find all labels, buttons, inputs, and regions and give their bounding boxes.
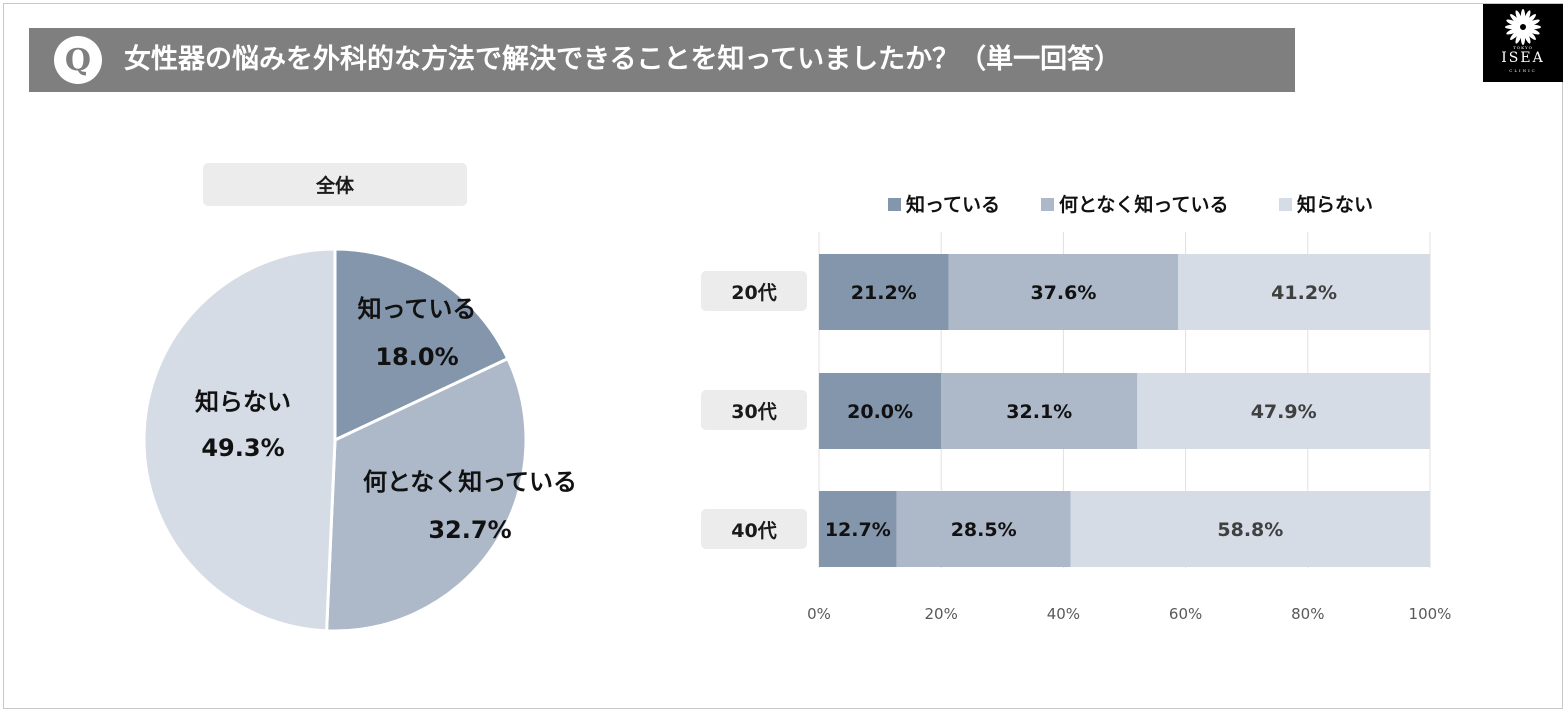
legend-item: 知らない — [1279, 193, 1373, 216]
legend-label: 何となく知っている — [1059, 193, 1228, 216]
logo-brand-text: ISEA — [1501, 50, 1545, 66]
x-tick-label: 20% — [925, 605, 958, 623]
bar-data-label: 37.6% — [1030, 282, 1096, 304]
pie-slice-label: 知らない — [195, 388, 291, 416]
logo-tokyo-text: TOKYO — [1513, 45, 1533, 50]
pie-slice — [325, 356, 528, 633]
bar-segment — [819, 491, 897, 567]
bar-data-label: 20.0% — [847, 401, 913, 423]
pie-slice-value: 18.0% — [375, 343, 458, 371]
x-tick-label: 80% — [1291, 605, 1324, 623]
pie-slice-label: 知っている — [358, 295, 477, 323]
pie-chart: 知っている 18.0% 何となく知っている 32.7% 知らない 49.3% — [142, 247, 577, 633]
stacked-bar-chart: 0% 20% 40% 60% 80% 100% 21.2% 37.6% 41.2% 20.0% 32… — [807, 193, 1452, 623]
pie-title: 全体 — [203, 163, 467, 206]
bar-data-label: 47.9% — [1251, 401, 1317, 423]
x-tick-label: 100% — [1409, 605, 1452, 623]
bar-data-label: 32.1% — [1006, 401, 1072, 423]
pie-slice-value: 32.7% — [428, 516, 511, 544]
logo-clinic-text: CLINIC — [1509, 68, 1537, 73]
clinic-logo: TOKYO ISEA CLINIC — [1483, 4, 1563, 82]
pie-slice-value: 49.3% — [201, 434, 284, 462]
bar-segment — [1137, 373, 1430, 449]
pie-slice-label: 何となく知っている — [363, 468, 577, 496]
x-tick-label: 40% — [1047, 605, 1080, 623]
legend-swatch — [1041, 198, 1054, 211]
pie-slice — [142, 247, 337, 633]
slide-frame — [3, 3, 1563, 709]
bar-data-label: 21.2% — [851, 282, 917, 304]
x-tick-label: 60% — [1169, 605, 1202, 623]
bar-segment — [896, 491, 1071, 567]
legend-swatch — [888, 198, 901, 211]
bar-data-label: 41.2% — [1271, 282, 1337, 304]
bar-segment — [1178, 254, 1430, 330]
bar-segment — [941, 373, 1138, 449]
legend-label: 知らない — [1297, 193, 1373, 216]
q-badge: Q — [54, 36, 102, 84]
bar-data-label: 12.7% — [825, 519, 891, 541]
legend-swatch — [1279, 198, 1292, 211]
question-title: 女性器の悩みを外科的な方法で解決できることを知っていましたか？（単一回答） — [124, 44, 1122, 75]
x-tick-label: 0% — [807, 605, 831, 623]
pie-slice — [333, 247, 510, 443]
bar-segment — [819, 254, 949, 330]
legend-item: 知っている — [888, 193, 1000, 216]
bar-data-label: 58.8% — [1217, 519, 1283, 541]
legend-label: 知っている — [906, 193, 1000, 216]
title-bar — [29, 28, 1295, 92]
category-label: 30代 — [701, 390, 807, 430]
bar-segment — [1070, 491, 1430, 567]
legend-item: 何となく知っている — [1041, 193, 1228, 216]
bar-segment — [819, 373, 942, 449]
flower-icon — [1505, 9, 1541, 45]
bar-segment — [948, 254, 1179, 330]
category-label: 40代 — [701, 509, 807, 549]
category-label: 20代 — [701, 271, 807, 311]
bar-data-label: 28.5% — [951, 519, 1017, 541]
